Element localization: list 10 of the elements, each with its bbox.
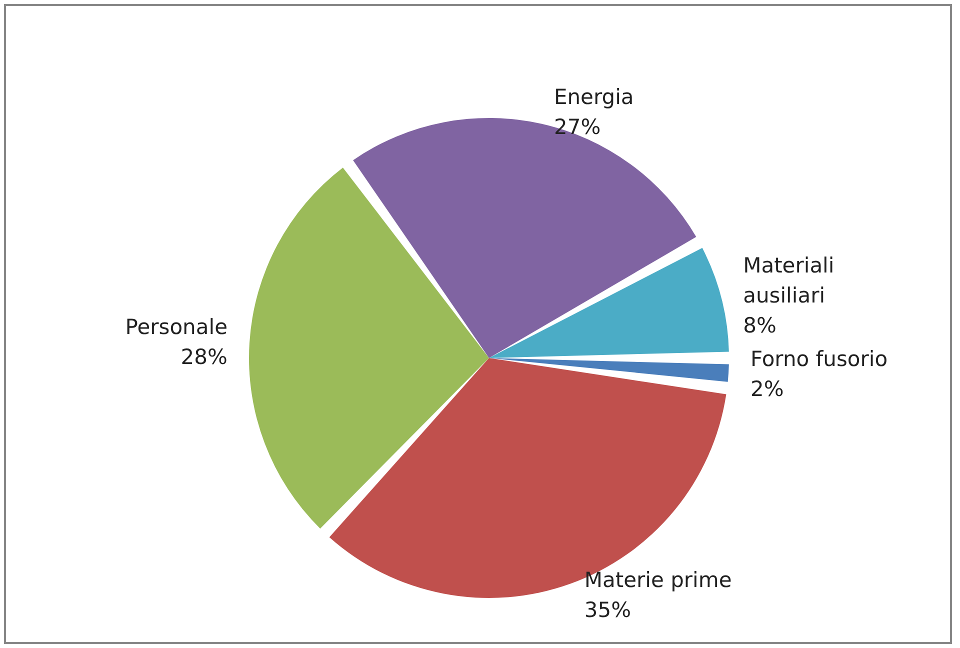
data-label: 8%	[743, 313, 776, 338]
slice-label: Personale	[125, 315, 228, 340]
data-label: 2%	[750, 376, 784, 401]
slice-label: Energia	[554, 85, 634, 110]
data-label: 35%	[584, 598, 632, 622]
slice-label: Materie prime	[584, 568, 732, 592]
slice-label: Materiali ausiliari	[743, 253, 841, 308]
data-label: 27%	[554, 115, 601, 140]
data-label: 28%	[180, 345, 228, 370]
slice-label: Forno fusorio	[750, 346, 888, 371]
